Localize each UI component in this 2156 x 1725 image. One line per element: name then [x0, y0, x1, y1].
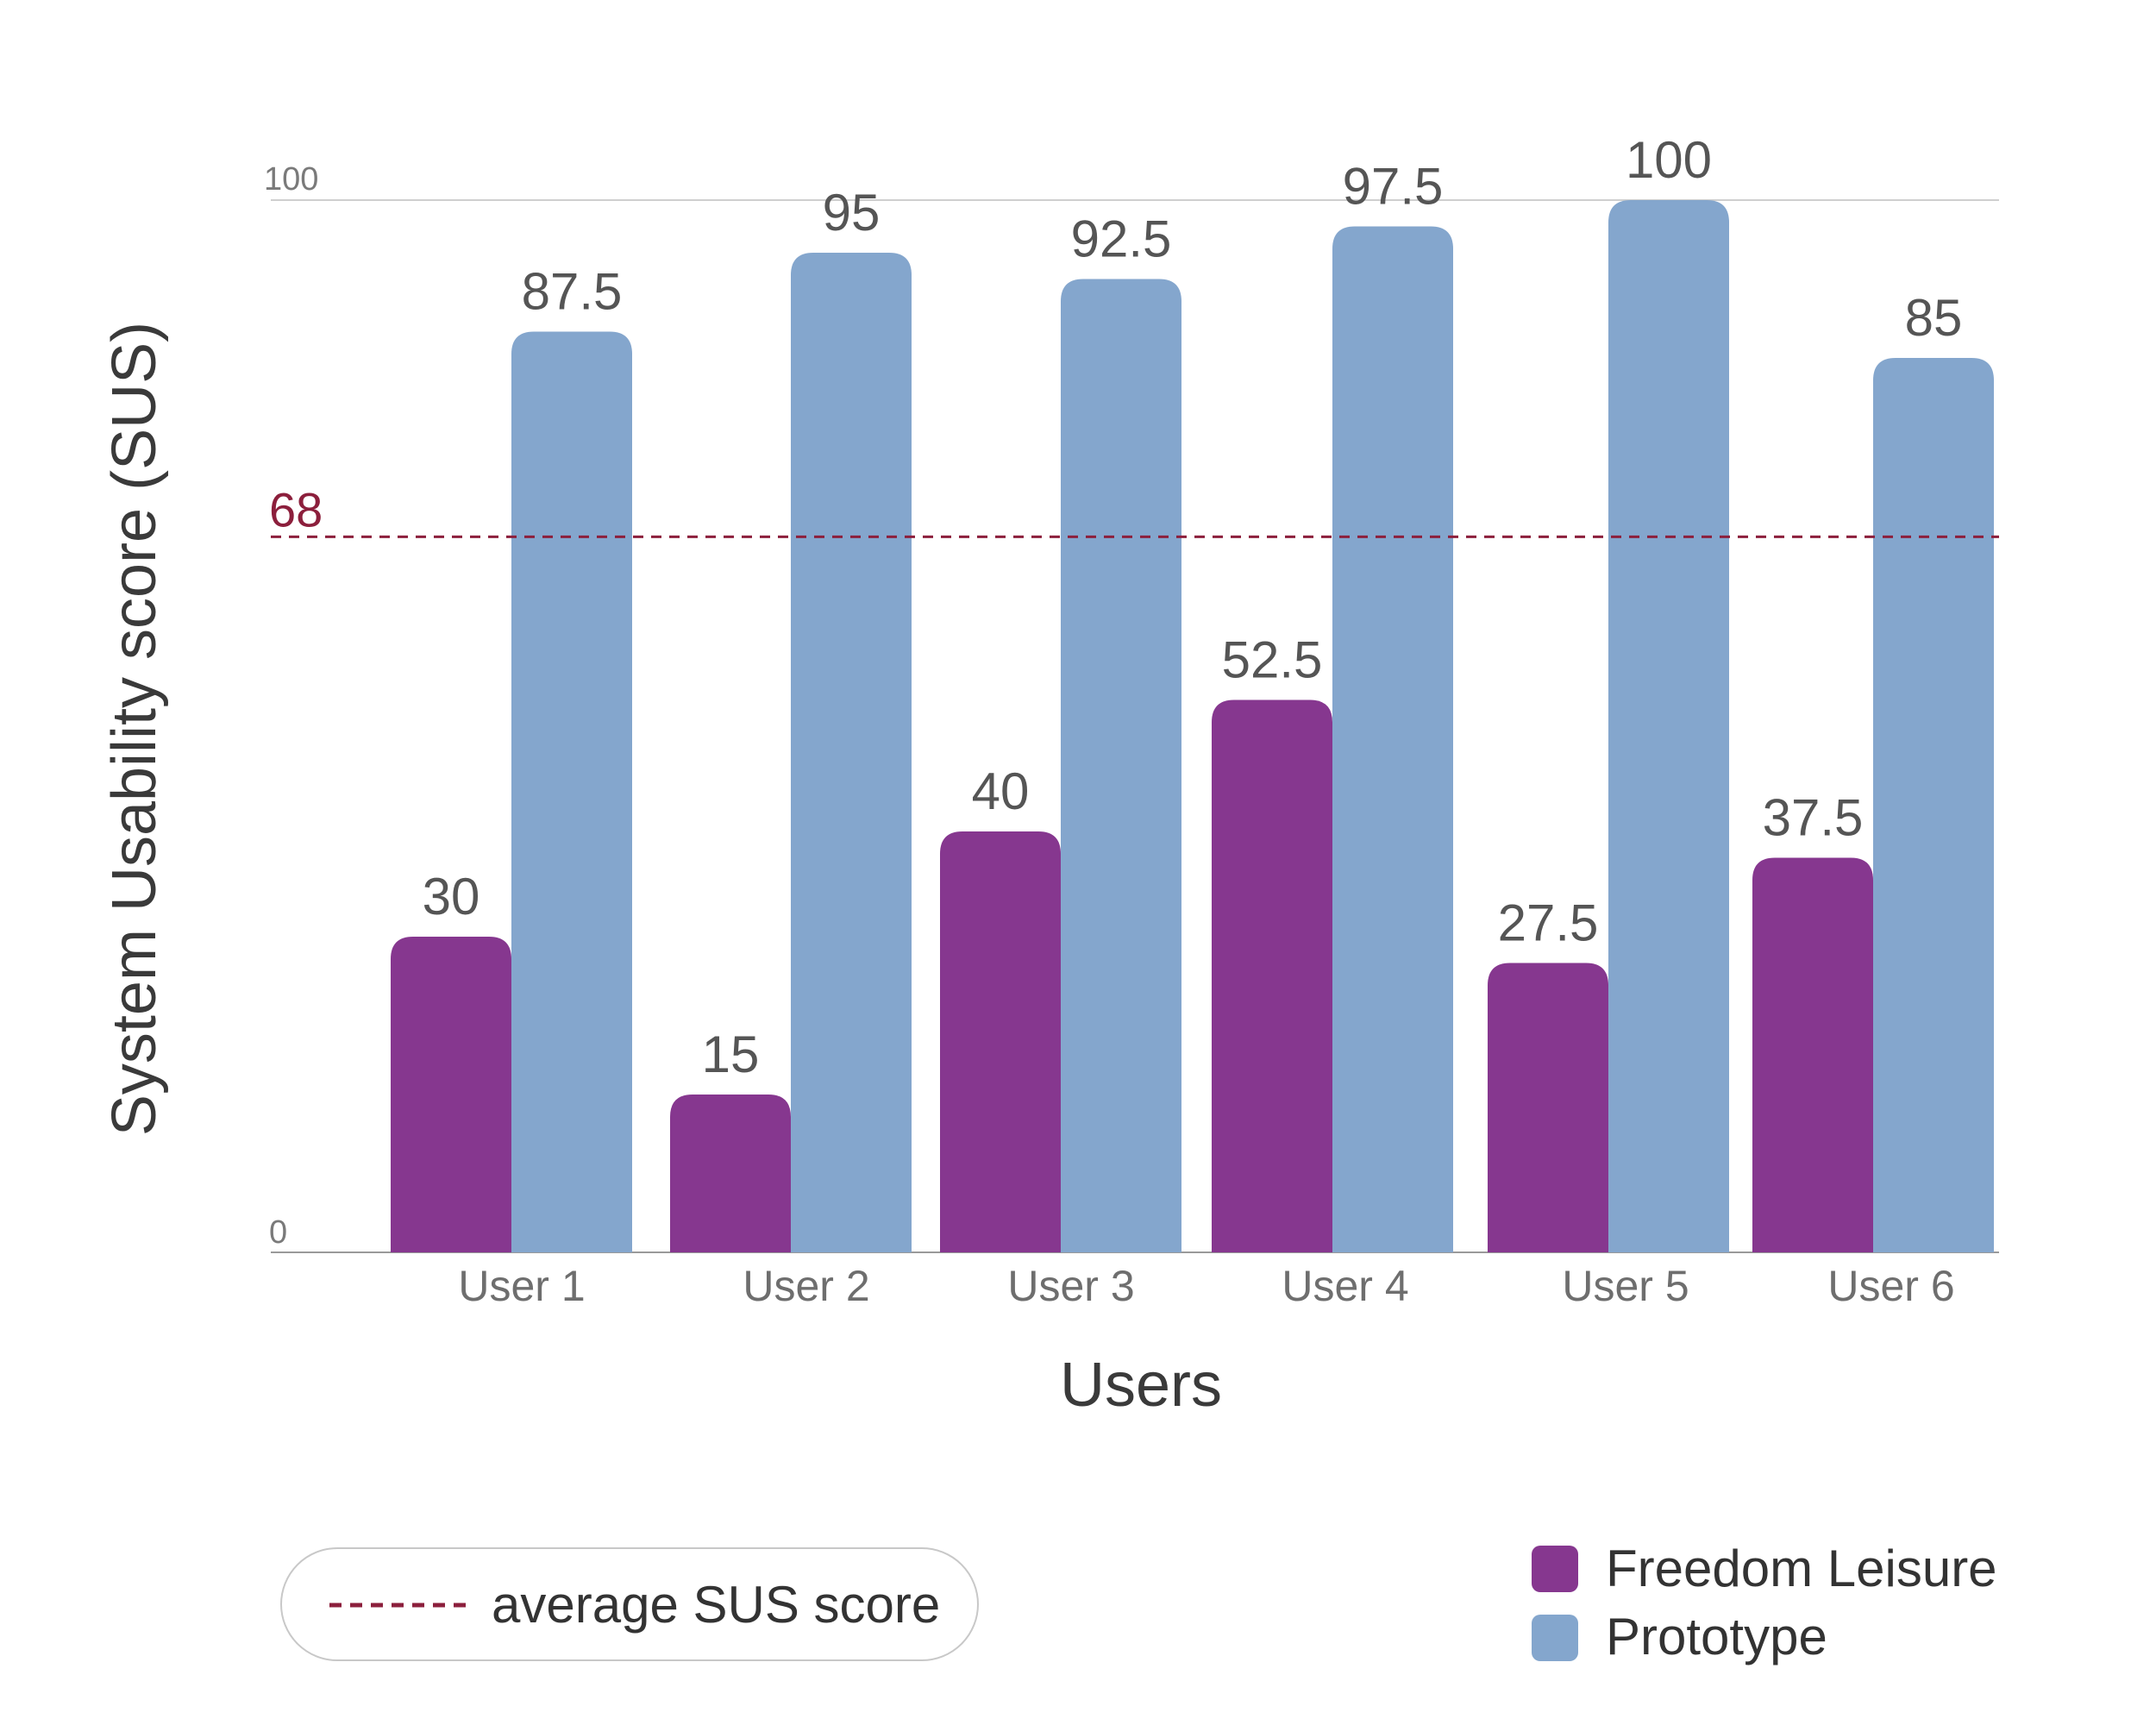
x-tick-label-user-6: User 6: [1827, 1262, 1954, 1310]
data-label-freedom-leisure-user-4: 52.5: [1222, 631, 1323, 689]
data-label-freedom-leisure-user-2: 15: [702, 1026, 760, 1083]
y-tick-label-100: 100: [264, 161, 318, 198]
bar-freedom-leisure-user-4: [1212, 699, 1332, 1252]
bar-prototype-user-6: [1873, 358, 1994, 1252]
data-label-freedom-leisure-user-1: 30: [423, 868, 480, 925]
data-label-prototype-user-3: 92.5: [1071, 210, 1172, 268]
legend-swatch-freedom-leisure: [1532, 1546, 1578, 1592]
bar-freedom-leisure-user-5: [1488, 963, 1608, 1252]
reference-legend-box: [280, 1547, 979, 1661]
data-label-freedom-leisure-user-6: 37.5: [1763, 789, 1864, 847]
x-axis-title: Users: [1060, 1351, 1222, 1420]
legend-swatch-prototype: [1532, 1615, 1578, 1661]
legend-label-freedom-leisure: Freedom Leisure: [1606, 1540, 1997, 1597]
bar-prototype-user-5: [1608, 200, 1729, 1252]
reference-legend-label: average SUS score: [492, 1576, 940, 1634]
x-tick-label-user-4: User 4: [1282, 1262, 1408, 1310]
data-label-prototype-user-4: 97.5: [1343, 158, 1444, 216]
bar-freedom-leisure-user-3: [940, 831, 1061, 1252]
bar-prototype-user-3: [1061, 279, 1181, 1252]
x-tick-label-user-3: User 3: [1007, 1262, 1134, 1310]
bar-freedom-leisure-user-1: [391, 937, 511, 1252]
data-label-prototype-user-5: 100: [1626, 131, 1712, 189]
data-label-freedom-leisure-user-5: 27.5: [1498, 894, 1599, 952]
legend-label-prototype: Prototype: [1606, 1608, 1827, 1665]
data-label-freedom-leisure-user-3: 40: [972, 762, 1030, 820]
series-legend: Freedom Leisure Prototype: [1532, 1540, 1997, 1665]
reference-legend: average SUS score: [280, 1547, 979, 1661]
y-axis-title: System Usability score (SUS): [100, 322, 169, 1136]
bar-freedom-leisure-user-2: [670, 1095, 791, 1252]
reference-line-label: 68: [269, 482, 323, 536]
bar-freedom-leisure-user-6: [1752, 857, 1873, 1252]
bar-prototype-user-2: [791, 253, 912, 1252]
y-tick-label-0: 0: [269, 1214, 287, 1251]
data-label-prototype-user-1: 87.5: [522, 263, 623, 321]
plot-area: 30 87.5 User 1 15 95 User 2 40 92.5 User 3 52.5 97…: [269, 131, 1999, 1310]
data-label-prototype-user-6: 85: [1905, 289, 1963, 347]
x-tick-label-user-2: User 2: [743, 1262, 869, 1310]
bar-prototype-user-4: [1332, 226, 1453, 1252]
bar-prototype-user-1: [511, 331, 632, 1252]
x-tick-label-user-5: User 5: [1562, 1262, 1689, 1310]
x-tick-label-user-1: User 1: [458, 1262, 585, 1310]
data-label-prototype-user-2: 95: [823, 184, 881, 242]
